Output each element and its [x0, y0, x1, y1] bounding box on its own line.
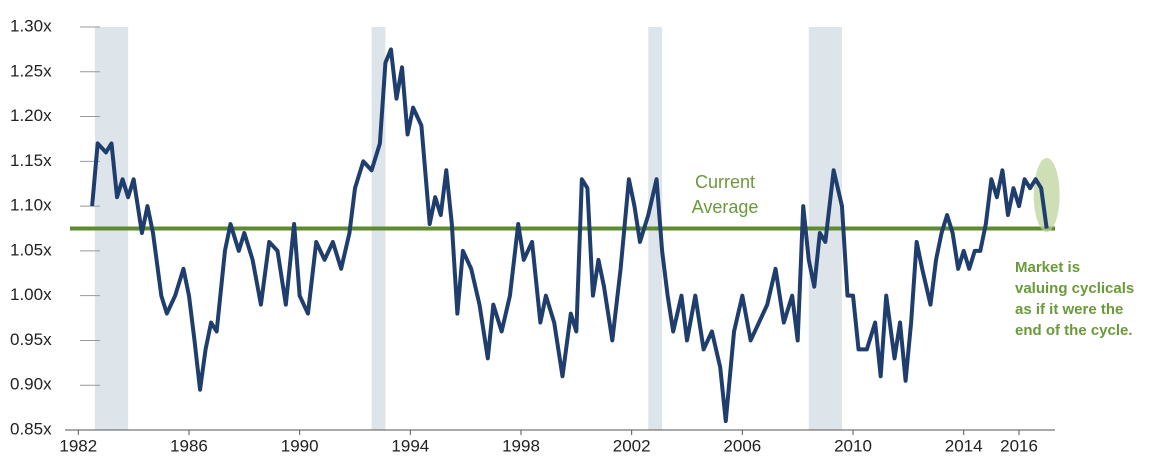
y-tick-label: 0.95x: [10, 330, 52, 349]
x-tick-label: 1994: [391, 436, 429, 455]
highlight: [1033, 158, 1060, 232]
y-tick-label: 1.00x: [10, 285, 52, 304]
y-tick-label: 1.20x: [10, 106, 52, 125]
y-tick-label: 0.90x: [10, 375, 52, 394]
y-tick-label: 0.85x: [10, 419, 52, 438]
y-tick-label: 1.30x: [10, 16, 52, 35]
x-tick-label: 2016: [1000, 436, 1038, 455]
annotation: end of the cycle.: [1015, 322, 1133, 339]
x-tick-label: 2010: [834, 436, 872, 455]
x-tick-label: 1998: [502, 436, 540, 455]
data-line: [90, 47, 1049, 424]
x-tick-label: 2014: [945, 436, 983, 455]
y-tick-label: 1.15x: [10, 151, 52, 170]
x-tick-label: 1990: [281, 436, 319, 455]
annotation: Market is: [1015, 259, 1080, 276]
annotation: as if it were the: [1015, 301, 1123, 318]
x-tick-label: 1982: [59, 436, 97, 455]
average-label: Current: [695, 172, 755, 192]
annotation: valuing cyclicals: [1015, 280, 1134, 297]
x-tick-label: 2002: [613, 436, 651, 455]
average-label: Average: [692, 197, 759, 217]
y-tick-label: 1.10x: [10, 196, 52, 215]
y-tick-label: 1.05x: [10, 240, 52, 259]
y-tick-label: 1.25x: [10, 61, 52, 80]
x-tick-label: 2006: [723, 436, 761, 455]
x-tick-label: 1986: [170, 436, 208, 455]
